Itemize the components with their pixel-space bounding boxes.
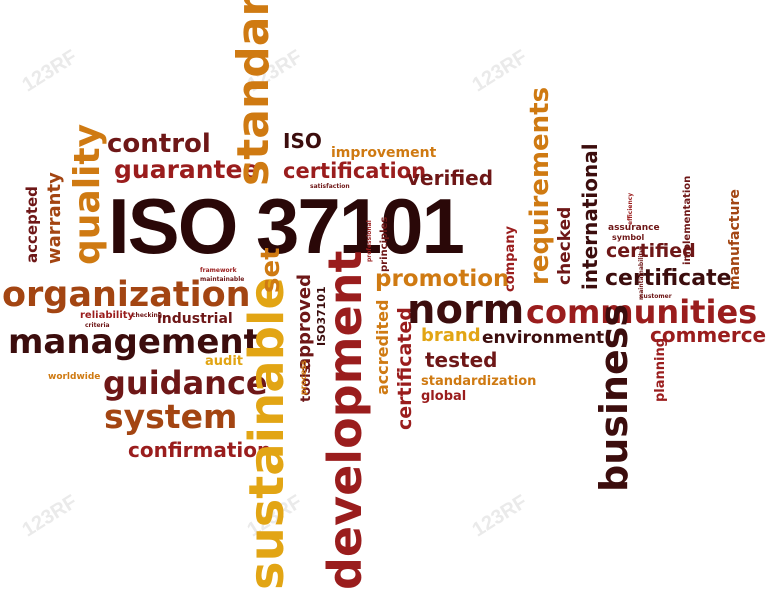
word-tested: tested <box>425 348 498 372</box>
word-company: company <box>503 226 518 292</box>
word-communities: communities <box>526 293 758 331</box>
word-manufacture: manufacture <box>727 189 743 290</box>
word-quality: quality <box>67 123 108 265</box>
word-iso-small: ISO37101 <box>315 286 328 346</box>
word-management: management <box>8 322 260 362</box>
word-planning: planning <box>653 337 668 402</box>
word-requirements: requirements <box>525 86 555 285</box>
word-certificate: certificate <box>605 266 732 291</box>
word-reliability: reliability <box>80 310 135 321</box>
word-audit: audit <box>205 354 244 369</box>
word-set: set <box>256 247 286 293</box>
word-guidance: guidance <box>103 364 268 402</box>
watermark-text: 123RF <box>18 45 82 97</box>
watermark-text: 123RF <box>468 490 532 542</box>
word-business: business <box>592 304 636 492</box>
word-commerce: commerce <box>650 323 767 347</box>
word-assurance: assurance <box>608 223 660 233</box>
word-industrial: industrial <box>157 311 233 327</box>
word-checked: checked <box>555 206 575 285</box>
word-organization: organization <box>2 275 251 315</box>
word-professional: professional <box>366 220 373 262</box>
word-framework: framework <box>200 267 237 274</box>
word-standardization: standardization <box>421 374 537 389</box>
word-norm: norm <box>407 287 525 333</box>
word-iso: ISO <box>283 129 322 153</box>
word-control: control <box>107 129 211 159</box>
word-accepted: accepted <box>23 186 41 263</box>
word-promotion: promotion <box>375 266 510 292</box>
watermark-text: 123RF <box>18 490 82 542</box>
word-warranty: warranty <box>44 172 65 264</box>
word-brand: brand <box>421 325 481 346</box>
word-maintainable: maintainable <box>200 276 245 283</box>
word-approved: approved <box>294 274 315 370</box>
word-development: development <box>318 250 372 590</box>
word-cloud-title: ISO 37101 <box>108 182 465 270</box>
word-environment: environment <box>482 328 605 348</box>
word-checking: checking <box>132 312 163 319</box>
word-sustainable: sustainable <box>239 276 295 590</box>
word-accredited: accredited <box>373 299 392 395</box>
word-standard: standard <box>228 0 279 186</box>
word-satisfaction: satisfaction <box>310 183 350 190</box>
word-worldwide: worldwide <box>48 372 101 382</box>
word-improvement: improvement <box>331 145 437 161</box>
word-efficiency: efficiency <box>627 192 634 225</box>
word-symbol: symbol <box>612 233 645 242</box>
word-process: process <box>299 360 308 395</box>
word-confirmation: confirmation <box>128 438 272 462</box>
word-certified: certified <box>606 240 696 262</box>
word-principles: principles <box>379 216 390 272</box>
word-guarantee: guarantee <box>114 155 260 184</box>
word-international: international <box>578 143 602 290</box>
word-implementation: implementation <box>682 175 693 265</box>
word-certification: certification <box>283 159 427 183</box>
word-system: system <box>104 397 238 436</box>
word-verified: verified <box>407 166 494 190</box>
word-customer: customer <box>640 293 672 300</box>
word-global: global <box>421 389 467 404</box>
word-criteria: criteria <box>85 322 110 329</box>
watermark-text: 123RF <box>468 45 532 97</box>
